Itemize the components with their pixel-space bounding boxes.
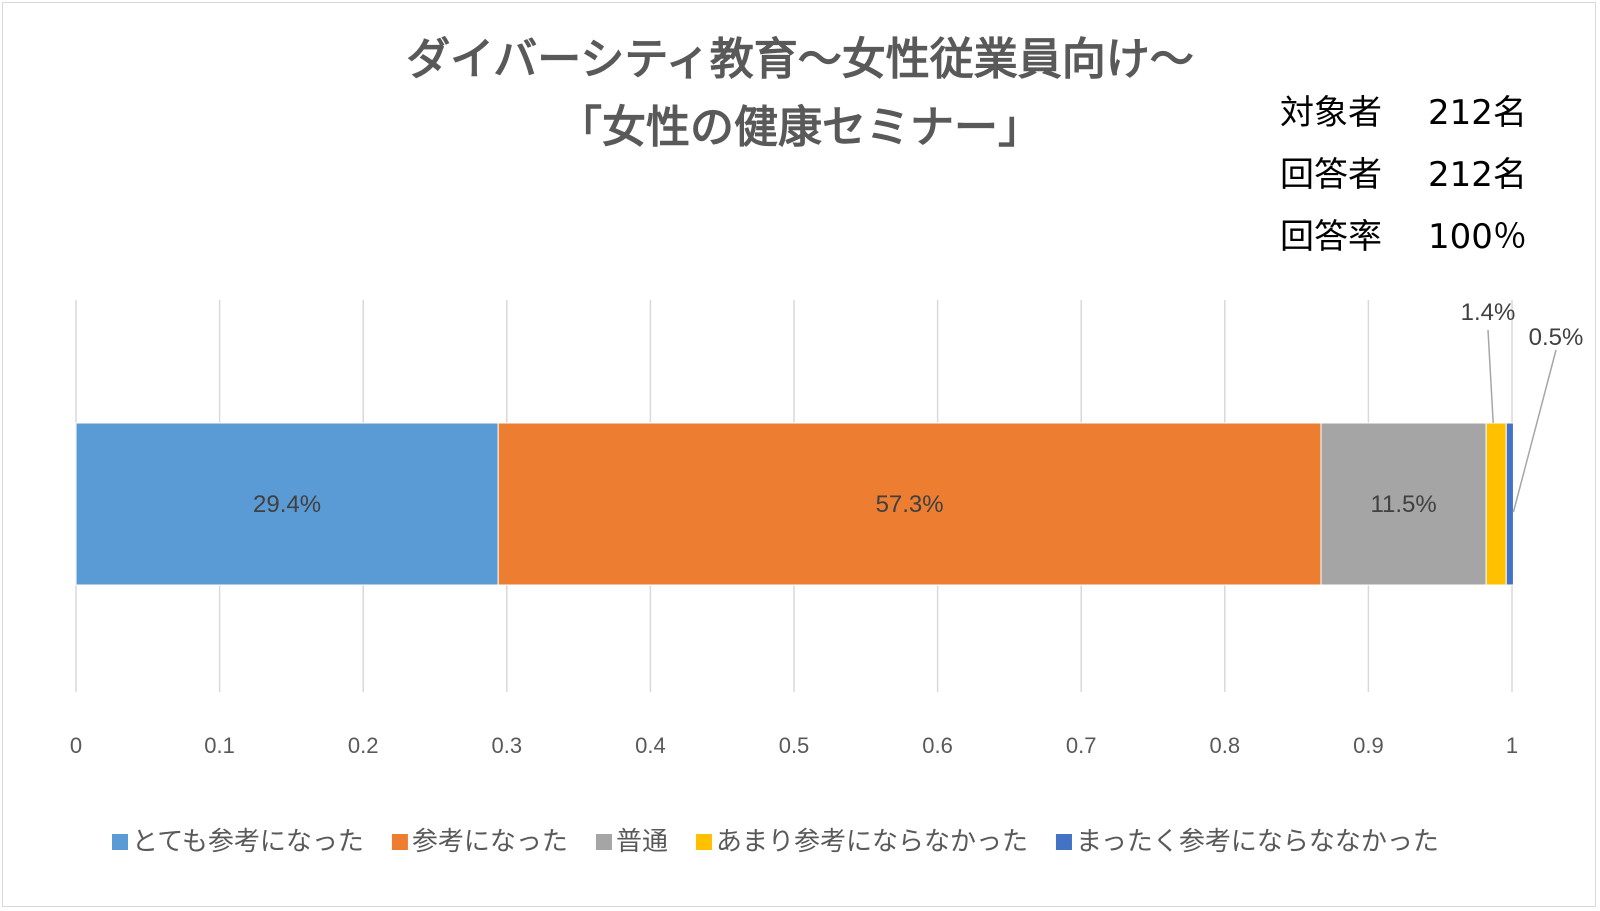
segment-label: 57.3% xyxy=(876,491,944,518)
stat-value: 100％ xyxy=(1428,216,1527,257)
x-tick-label: 0.9 xyxy=(1353,733,1384,758)
stat-label: 回答率 xyxy=(1280,216,1382,257)
x-tick-label: 0.5 xyxy=(779,733,810,758)
x-axis-ticks: 0 0.1 0.2 0.3 0.4 0.5 0.6 0.7 0.8 0.9 1 xyxy=(70,733,1518,758)
stat-row-target: 対象者 212名 xyxy=(1280,78,1527,140)
bar-segment xyxy=(1485,422,1507,586)
x-tick-label: 0 xyxy=(70,733,82,758)
x-tick-label: 0.3 xyxy=(492,733,523,758)
stat-value: 212名 xyxy=(1428,92,1527,133)
stat-row-respondents: 回答者 212名 xyxy=(1280,140,1527,202)
legend-swatch xyxy=(1055,834,1072,850)
stat-label: 対象者 xyxy=(1280,92,1382,133)
legend-label: 参考になった xyxy=(412,827,568,857)
legend-swatch xyxy=(391,834,408,850)
legend: とても参考になった 参考になった 普通 あまり参考にならなかった まったく参考にならなな… xyxy=(112,827,1439,857)
bar-segment xyxy=(1320,422,1487,586)
legend-swatch xyxy=(595,834,612,850)
x-tick-label: 0.8 xyxy=(1210,733,1241,758)
survey-stats: 対象者 212名 回答者 212名 回答率 100％ xyxy=(1280,78,1527,264)
bar-segment xyxy=(1505,422,1514,586)
chart-title-line-1: ダイバーシティ教育～女性従業員向け～ xyxy=(406,34,1194,85)
x-tick-label: 1 xyxy=(1506,733,1518,758)
x-tick-label: 0.2 xyxy=(348,733,379,758)
segment-label: 29.4% xyxy=(253,491,321,518)
chart-title-line-2: 「女性の健康セミナー」 xyxy=(558,102,1042,153)
legend-label: あまり参考にならなかった xyxy=(716,827,1028,857)
legend-label: 普通 xyxy=(616,827,668,857)
bar-segments xyxy=(75,422,1514,586)
legend-label: まったく参考にならななかった xyxy=(1076,827,1439,857)
segment-labels: 29.4% 57.3% 11.5% 1.4% 0.5% xyxy=(253,299,1583,518)
callout-line xyxy=(1487,329,1494,424)
legend-swatch xyxy=(112,834,128,850)
bar-segment xyxy=(497,422,1322,586)
callout-label: 1.4% xyxy=(1461,299,1516,326)
callout-line xyxy=(1512,349,1557,513)
stat-row-response-rate: 回答率 100％ xyxy=(1280,202,1527,264)
legend-swatch xyxy=(695,834,712,850)
x-tick-label: 0.7 xyxy=(1066,733,1097,758)
callout-label: 0.5% xyxy=(1529,324,1584,351)
stat-value: 212名 xyxy=(1428,154,1527,195)
x-tick-label: 0.6 xyxy=(922,733,953,758)
bar-segment xyxy=(75,422,499,586)
x-tick-label: 0.1 xyxy=(204,733,235,758)
stat-label: 回答者 xyxy=(1280,154,1382,195)
x-tick-label: 0.4 xyxy=(635,733,666,758)
segment-label: 11.5% xyxy=(1370,491,1436,518)
legend-label: とても参考になった xyxy=(132,827,364,857)
